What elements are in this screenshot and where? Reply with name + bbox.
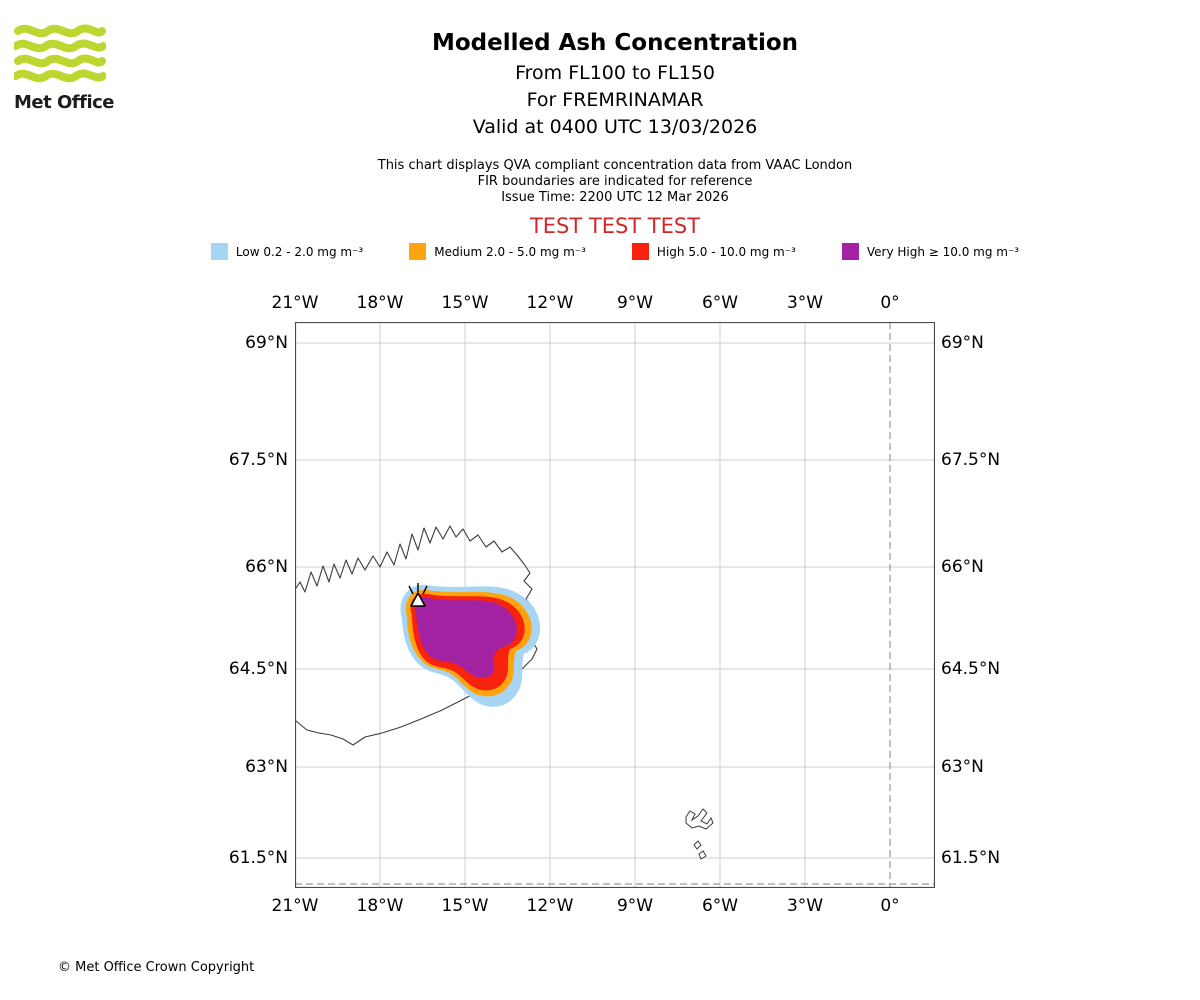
coastline-faroe-islands <box>685 808 714 860</box>
lon-label-bottom-9w: 9°W <box>616 896 654 916</box>
legend-swatch-low <box>210 243 228 260</box>
lat-label-left-63n: 63°N <box>245 757 288 777</box>
lon-label-bottom-21w: 21°W <box>271 896 319 916</box>
volcano-subtitle: For FREMRINAMAR <box>526 89 704 111</box>
lon-label-top-18w: 18°W <box>356 293 404 313</box>
flight-level-subtitle: From FL100 to FL150 <box>515 62 715 84</box>
legend-label-very-high: Very High ≥ 10.0 mg m⁻³ <box>866 244 1020 259</box>
lon-label-top-0: 0° <box>880 293 900 313</box>
qva-note: This chart displays QVA compliant concen… <box>377 158 853 173</box>
lon-label-bottom-18w: 18°W <box>356 896 404 916</box>
legend-swatch-very-high-icon <box>841 243 859 260</box>
lat-label-right-63n: 63°N <box>941 757 984 777</box>
lon-label-bottom-6w: 6°W <box>701 896 739 916</box>
lon-label-bottom-0: 0° <box>880 896 900 916</box>
lat-label-left-61-5n: 61.5°N <box>228 848 288 868</box>
logo-wordmark: Met Office <box>14 92 115 113</box>
lon-label-top-15w: 15°W <box>441 293 489 313</box>
map-canvas <box>295 322 935 888</box>
lon-label-bottom-15w: 15°W <box>441 896 489 916</box>
lat-label-right-69n: 69°N <box>941 333 984 353</box>
map-border <box>295 322 935 888</box>
lat-label-right-61-5n: 61.5°N <box>941 848 1001 868</box>
valid-time-subtitle: Valid at 0400 UTC 13/03/2026 <box>472 116 758 138</box>
lat-label-right-64-5n: 64.5°N <box>941 659 1001 679</box>
logo-waves-icon <box>12 24 107 83</box>
legend-swatch-high <box>631 243 649 260</box>
legend-item-low: Low 0.2 - 2.0 mg m⁻³ <box>210 243 364 260</box>
legend: Low 0.2 - 2.0 mg m⁻³ Medium 2.0 - 5.0 mg… <box>0 243 1200 260</box>
lat-label-left-69n: 69°N <box>245 333 288 353</box>
lon-label-top-21w: 21°W <box>271 293 319 313</box>
met-office-logo: Met Office <box>12 22 124 113</box>
legend-label-high: High 5.0 - 10.0 mg m⁻³ <box>656 244 796 259</box>
legend-swatch-low-icon <box>210 243 228 260</box>
issue-time: Issue Time: 2200 UTC 12 Mar 2026 <box>501 190 729 205</box>
volcano-icon <box>408 583 428 607</box>
legend-swatch-high-icon <box>631 243 649 260</box>
lon-label-bottom-12w: 12°W <box>526 896 574 916</box>
lon-label-top-12w: 12°W <box>526 293 574 313</box>
lon-label-bottom-3w: 3°W <box>786 896 824 916</box>
legend-swatch-medium <box>409 243 427 260</box>
fir-boundaries <box>295 322 935 888</box>
legend-item-high: High 5.0 - 10.0 mg m⁻³ <box>631 243 796 260</box>
legend-label-medium: Medium 2.0 - 5.0 mg m⁻³ <box>434 244 586 259</box>
legend-label-low: Low 0.2 - 2.0 mg m⁻³ <box>235 244 364 259</box>
lat-label-right-66n: 66°N <box>941 557 984 577</box>
lon-label-top-3w: 3°W <box>786 293 824 313</box>
page-title: Modelled Ash Concentration <box>431 30 799 56</box>
coastline-iceland <box>295 525 538 746</box>
test-banner: TEST TEST TEST <box>529 214 701 238</box>
lat-label-right-67-5n: 67.5°N <box>941 450 1001 470</box>
legend-swatch-medium-icon <box>409 243 427 260</box>
lat-label-left-66n: 66°N <box>245 557 288 577</box>
ash-contour-very-high <box>414 597 517 678</box>
lon-label-top-9w: 9°W <box>616 293 654 313</box>
copyright-notice: © Met Office Crown Copyright <box>58 960 255 975</box>
legend-swatch-very-high <box>841 243 859 260</box>
fir-note: FIR boundaries are indicated for referen… <box>477 174 753 189</box>
lat-label-left-64-5n: 64.5°N <box>228 659 288 679</box>
legend-item-medium: Medium 2.0 - 5.0 mg m⁻³ <box>409 243 586 260</box>
gridlines <box>295 322 935 888</box>
lon-label-top-6w: 6°W <box>701 293 739 313</box>
legend-item-very-high: Very High ≥ 10.0 mg m⁻³ <box>841 243 1020 260</box>
lat-label-left-67-5n: 67.5°N <box>228 450 288 470</box>
ash-contours <box>400 584 541 707</box>
